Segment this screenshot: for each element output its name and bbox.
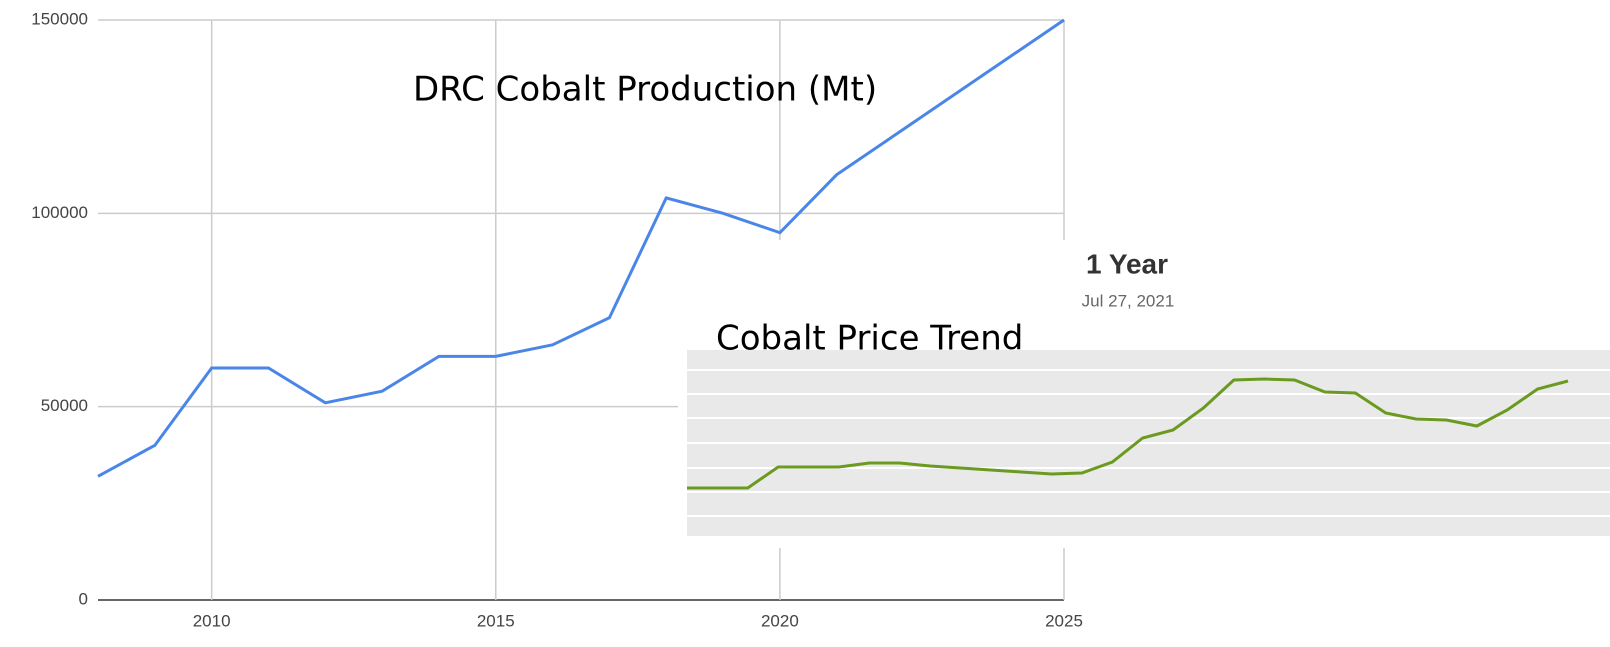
y-tick-label: 50000 — [41, 396, 88, 415]
x-tick-label: 2015 — [477, 611, 515, 630]
data-line — [97, 18, 1065, 478]
y-tick-label: 100000 — [31, 203, 88, 222]
x-tick-label: 2020 — [761, 611, 799, 630]
x-tick-label: 2025 — [1045, 611, 1083, 630]
x-tick-label: 2010 — [193, 611, 231, 630]
y-tick-label: 0 — [79, 589, 88, 608]
price-annotation: Cobalt Price Trend — [716, 319, 1023, 359]
price-title: 1 Year — [1086, 248, 1168, 279]
chart-title: DRC Cobalt Production (Mt) — [413, 70, 877, 110]
production-chart: 0 50000 100000 150000 2010 2015 2020 2025 — [31, 9, 1083, 630]
price-subtitle: Jul 27, 2021 — [1082, 291, 1175, 310]
price-chart — [687, 377, 1569, 490]
price-line — [687, 377, 1569, 490]
y-tick-label: 150000 — [31, 9, 88, 28]
price-grid — [687, 369, 1610, 517]
